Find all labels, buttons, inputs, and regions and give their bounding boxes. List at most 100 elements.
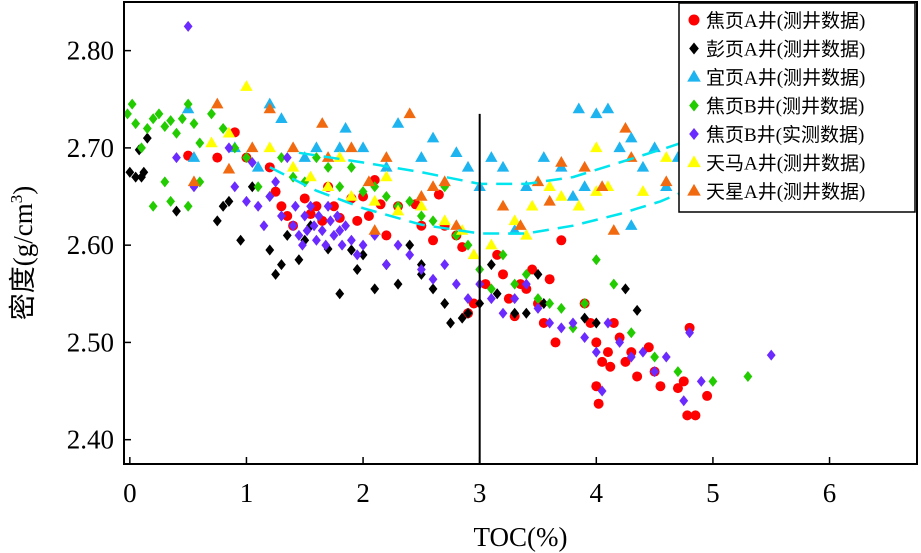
y-axis-label-main: 密度(g/cm (8, 203, 38, 320)
x-tick-label: 1 (240, 478, 254, 508)
data-point (236, 234, 246, 246)
data-point (498, 307, 508, 319)
data-point (416, 263, 426, 275)
data-point (550, 337, 561, 348)
data-point (650, 351, 660, 363)
data-point (277, 152, 286, 164)
data-point (602, 347, 613, 358)
data-point (636, 160, 650, 172)
data-point (591, 381, 602, 392)
data-point (363, 210, 374, 221)
data-point (187, 151, 201, 162)
data-point (299, 193, 310, 204)
data-point (514, 219, 527, 230)
data-point (316, 117, 329, 128)
data-point (291, 200, 300, 212)
data-point (187, 175, 201, 187)
data-point (607, 224, 620, 235)
data-point (172, 127, 181, 139)
legend: 焦页A井(测井数据) 彭页A井(测井数据) 宜页A井(测井数据) 焦页B井(测井数据)… (678, 2, 916, 213)
data-point (183, 20, 193, 32)
data-point (123, 108, 132, 120)
data-point (440, 298, 450, 310)
data-point (580, 312, 590, 324)
data-point (183, 98, 193, 110)
data-point (636, 185, 650, 196)
data-point (463, 239, 473, 251)
data-point (323, 200, 333, 212)
series-3 (181, 97, 708, 235)
data-point (527, 264, 538, 275)
data-point (312, 234, 321, 246)
legend-marker (689, 99, 699, 112)
data-point (286, 141, 300, 153)
data-point (263, 102, 276, 114)
data-point (486, 293, 496, 305)
legend-marker (687, 155, 701, 168)
data-point (480, 279, 491, 290)
data-point (572, 102, 585, 114)
data-point (172, 152, 181, 164)
y-tick-label: 2.60 (67, 230, 114, 260)
x-tick-label: 3 (473, 478, 487, 508)
data-point (660, 151, 673, 162)
data-point (510, 293, 520, 305)
data-point (270, 186, 281, 197)
data-point (597, 385, 607, 397)
data-point (335, 181, 345, 193)
data-point (333, 151, 346, 162)
data-point (655, 381, 666, 392)
data-point (566, 190, 580, 201)
data-point (148, 113, 158, 125)
data-point (288, 171, 298, 183)
data-point (415, 190, 428, 201)
data-point (615, 336, 625, 348)
data-point (345, 190, 358, 201)
data-point (393, 239, 403, 251)
data-point (131, 171, 141, 183)
data-point (337, 239, 347, 251)
data-point (446, 317, 455, 329)
data-point (673, 366, 683, 378)
data-point (485, 151, 498, 162)
legend-item: 彭页A井(测井数据) (689, 39, 865, 61)
legend-item: 天星A井(测井数据) (687, 181, 865, 203)
data-point (368, 224, 381, 235)
data-point (259, 220, 269, 232)
data-point (672, 383, 683, 394)
data-point (632, 371, 643, 382)
data-point (352, 215, 363, 226)
data-point (591, 337, 602, 348)
data-point (282, 210, 293, 221)
data-point (142, 122, 152, 134)
data-point (426, 180, 440, 192)
data-point (621, 283, 630, 295)
data-point (440, 259, 450, 271)
data-point (286, 160, 300, 172)
data-point (438, 175, 451, 187)
legend-marker (688, 14, 700, 26)
data-point (685, 327, 694, 339)
data-point (275, 112, 288, 123)
data-point (426, 131, 440, 143)
data-point (405, 195, 415, 207)
data-point (329, 229, 339, 241)
data-point (381, 259, 391, 271)
axis-ticks: 0 1 2 3 4 5 6 2.40 2.50 2.60 2.70 2.80 (67, 36, 837, 508)
legend-label: 天星A井(测井数据) (706, 181, 865, 203)
data-point (486, 283, 496, 295)
data-point (242, 195, 251, 207)
data-point (380, 170, 393, 182)
data-point (463, 293, 473, 305)
data-point (142, 132, 152, 144)
data-point (648, 141, 661, 153)
legend-marker (687, 69, 701, 82)
legend-label: 天马A井(测井数据) (706, 153, 865, 175)
data-point (591, 346, 601, 358)
data-point (160, 120, 170, 132)
data-point (125, 166, 135, 178)
data-point (352, 249, 362, 261)
data-point (328, 201, 339, 212)
data-point (638, 346, 648, 358)
data-point (148, 200, 158, 212)
